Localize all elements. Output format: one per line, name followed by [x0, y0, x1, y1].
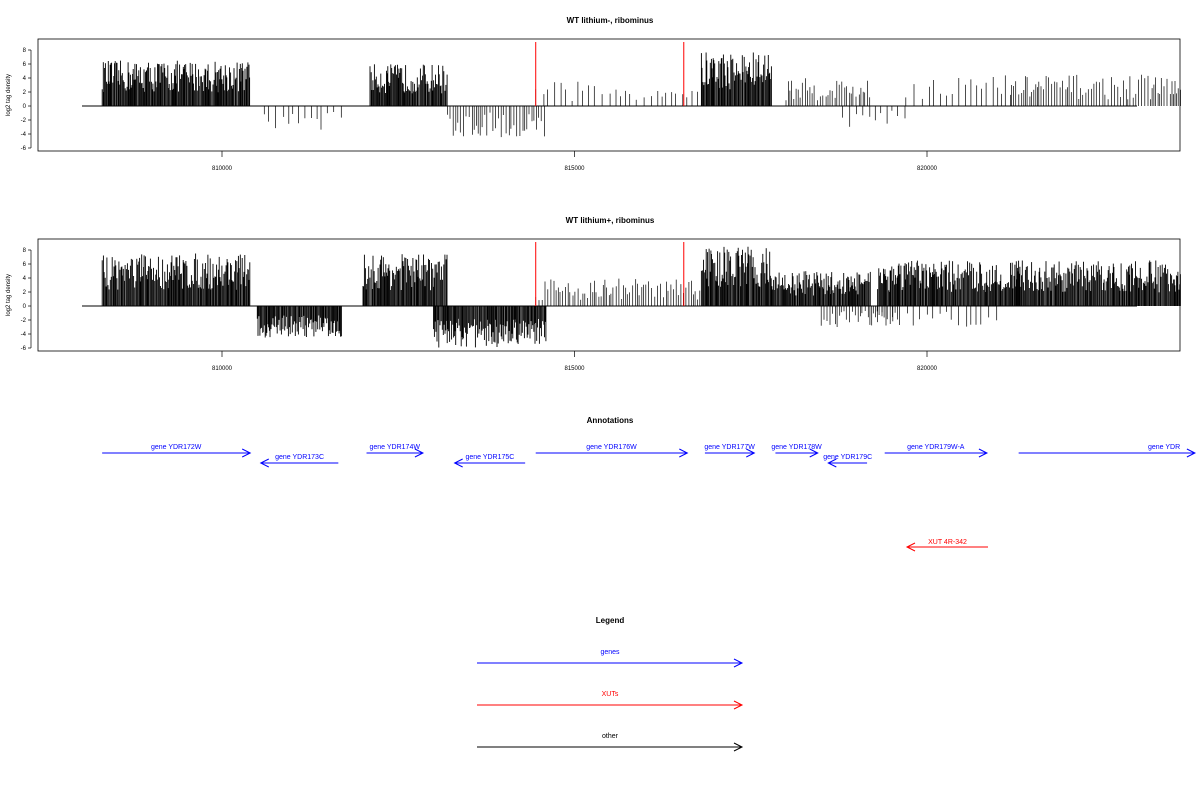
- gene-label: gene YDR176W: [586, 444, 637, 451]
- y-tick-label: 6: [23, 262, 27, 268]
- gene-label: gene YDR172W: [151, 444, 202, 451]
- y-tick-label: 4: [23, 276, 27, 282]
- y-axis-label: log2 tag density: [6, 74, 12, 116]
- legend-item-label: other: [602, 733, 619, 740]
- track-panel-lithium-plus: WT lithium+, ribominus log2 tag density …: [6, 216, 1181, 372]
- gene-label: gene YDR175C: [465, 454, 514, 461]
- x-axis: 810000 815000 820000: [212, 151, 938, 172]
- gene-annotation[interactable]: gene YDR179C: [823, 454, 872, 468]
- xut-label: XUT 4R-342: [928, 539, 967, 546]
- panel-title: WT lithium+, ribominus: [566, 216, 655, 225]
- annotation-arrowhead: [827, 458, 837, 468]
- legend-item: other: [477, 733, 744, 752]
- gene-label: gene YDR: [1148, 444, 1180, 451]
- annotations-title: Annotations: [587, 416, 634, 425]
- annotation-arrowhead: [905, 542, 916, 552]
- y-axis-label: log2 tag density: [6, 274, 12, 316]
- bar-group: [82, 246, 1181, 348]
- annotation-arrowhead: [1186, 448, 1197, 458]
- y-tick-label: -4: [21, 332, 27, 338]
- y-axis: -6 -4 -2 0 2 4 6 8: [21, 48, 32, 152]
- track-panel-lithium-minus: WT lithium-, ribominus log2 tag density …: [6, 16, 1181, 172]
- x-tick-label: 820000: [917, 166, 938, 172]
- gene-annotation[interactable]: gene YDR177W: [704, 444, 756, 458]
- gene-annotation[interactable]: gene YDR: [1018, 444, 1197, 458]
- annotation-arrowhead: [241, 448, 252, 458]
- marker-group: [535, 242, 685, 306]
- annotation-arrowhead: [733, 658, 744, 668]
- legend-items: genes XUTs other: [477, 649, 744, 752]
- x-tick-label: 815000: [564, 366, 585, 372]
- y-tick-label: -4: [21, 132, 27, 138]
- y-tick-label: 2: [23, 90, 27, 96]
- y-tick-label: -2: [21, 118, 27, 124]
- gene-label: gene YDR179C: [823, 454, 872, 461]
- annotation-arrowhead: [679, 448, 689, 458]
- gene-annotation[interactable]: gene YDR176W: [535, 444, 689, 458]
- gene-label: gene YDR173C: [275, 454, 324, 461]
- legend-item: XUTs: [477, 691, 744, 710]
- gene-label: gene YDR177W: [704, 444, 755, 451]
- y-tick-label: 6: [23, 62, 27, 68]
- gene-annotation[interactable]: gene YDR179W-A: [884, 444, 989, 458]
- annotation-arrowhead: [414, 448, 425, 458]
- legend-item-label: genes: [600, 649, 620, 656]
- legend-item: genes: [477, 649, 744, 668]
- marker-group: [535, 42, 685, 106]
- y-axis: -6 -4 -2 0 2 4 6 8: [21, 248, 32, 352]
- panel-title: WT lithium-, ribominus: [567, 16, 654, 25]
- legend-title: Legend: [596, 616, 625, 625]
- annotation-arrowhead: [259, 458, 269, 468]
- legend-panel: Legend genes XUTs other: [477, 616, 744, 752]
- y-tick-label: 8: [23, 48, 27, 54]
- x-tick-label: 810000: [212, 366, 233, 372]
- gene-label: gene YDR178W: [771, 444, 822, 451]
- gene-annotation[interactable]: gene YDR173C: [259, 454, 339, 468]
- y-tick-label: -6: [21, 346, 27, 352]
- y-tick-label: 2: [23, 290, 27, 296]
- y-tick-label: 0: [23, 104, 27, 110]
- x-axis: 810000 815000 820000: [212, 351, 938, 372]
- gene-annotation[interactable]: gene YDR175C: [453, 454, 526, 468]
- gene-annotation[interactable]: gene YDR172W: [102, 444, 252, 458]
- y-tick-label: 8: [23, 248, 27, 254]
- y-tick-label: -2: [21, 318, 27, 324]
- x-tick-label: 820000: [917, 366, 938, 372]
- x-tick-label: 810000: [212, 166, 233, 172]
- gene-annotation[interactable]: gene YDR174W: [366, 444, 425, 458]
- bar-group: [82, 52, 1181, 138]
- gene-label: gene YDR179W-A: [907, 444, 965, 451]
- x-tick-label: 815000: [564, 166, 585, 172]
- y-tick-label: 0: [23, 304, 27, 310]
- gene-annotations: gene YDR172W gene YDR173C gene YDR174W gene…: [102, 444, 1197, 468]
- annotation-arrowhead: [746, 448, 756, 458]
- gene-annotation[interactable]: gene YDR178W: [771, 444, 822, 458]
- xut-annotation[interactable]: XUT 4R-342: [905, 539, 988, 552]
- gene-label: gene YDR174W: [369, 444, 420, 451]
- legend-item-label: XUTs: [602, 691, 619, 698]
- plot-frame: [37, 38, 1181, 152]
- annotation-arrowhead: [978, 448, 989, 458]
- y-tick-label: 4: [23, 76, 27, 82]
- annotation-arrowhead: [809, 448, 819, 458]
- y-tick-label: -6: [21, 146, 27, 152]
- xut-annotations: XUT 4R-342: [905, 539, 988, 552]
- annotation-arrowhead: [733, 700, 744, 710]
- annotation-arrowhead: [453, 458, 463, 468]
- annotation-arrowhead: [733, 742, 744, 752]
